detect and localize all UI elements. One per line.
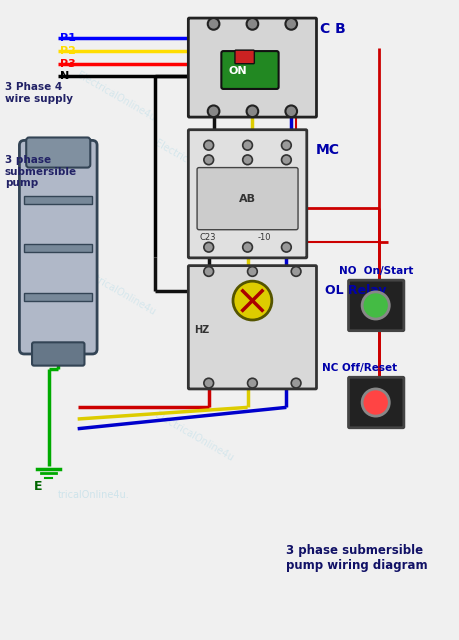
FancyBboxPatch shape — [19, 140, 97, 354]
FancyBboxPatch shape — [348, 377, 403, 428]
Circle shape — [247, 267, 257, 276]
Text: ElectricalOnline4u: ElectricalOnline4u — [75, 264, 157, 317]
Circle shape — [203, 155, 213, 164]
Circle shape — [203, 140, 213, 150]
Text: P1: P1 — [60, 33, 76, 44]
Circle shape — [242, 155, 252, 164]
Circle shape — [291, 378, 300, 388]
Circle shape — [207, 18, 219, 29]
Text: NO  On/Start: NO On/Start — [338, 266, 412, 276]
FancyBboxPatch shape — [26, 138, 90, 168]
Text: ON: ON — [228, 65, 246, 76]
Text: HZ: HZ — [194, 324, 209, 335]
Circle shape — [281, 243, 291, 252]
Text: OL Relay: OL Relay — [325, 284, 386, 298]
Circle shape — [361, 389, 388, 416]
Text: ElectricalOnline4u: ElectricalOnline4u — [230, 264, 312, 317]
FancyBboxPatch shape — [221, 51, 278, 89]
Text: N: N — [60, 71, 69, 81]
Text: C B: C B — [319, 22, 345, 36]
Circle shape — [285, 18, 297, 29]
Bar — [24, 196, 92, 204]
Text: AB: AB — [239, 194, 256, 204]
FancyBboxPatch shape — [32, 342, 84, 365]
Bar — [24, 244, 92, 252]
Text: tricalOnline4u.: tricalOnline4u. — [58, 490, 130, 500]
Text: ElectricalOnline4u: ElectricalOnline4u — [153, 138, 235, 191]
Text: 3 phase
submersible
pump: 3 phase submersible pump — [5, 155, 77, 188]
Bar — [24, 293, 92, 301]
Circle shape — [285, 106, 297, 117]
Circle shape — [281, 155, 291, 164]
Circle shape — [233, 281, 271, 320]
FancyBboxPatch shape — [188, 18, 316, 117]
Text: NC Off/Reset: NC Off/Reset — [321, 364, 396, 373]
Text: P2: P2 — [60, 46, 76, 56]
FancyBboxPatch shape — [196, 168, 297, 230]
Text: 3 Phase 4
wire supply: 3 Phase 4 wire supply — [5, 82, 73, 104]
Text: MC: MC — [315, 143, 339, 157]
Circle shape — [291, 267, 300, 276]
Circle shape — [246, 18, 257, 29]
Circle shape — [203, 378, 213, 388]
Circle shape — [242, 243, 252, 252]
FancyBboxPatch shape — [348, 280, 403, 331]
Text: E: E — [34, 479, 42, 493]
Circle shape — [361, 292, 388, 319]
FancyBboxPatch shape — [188, 130, 306, 258]
Text: ElectricalOnline4u: ElectricalOnline4u — [153, 410, 235, 463]
Text: C23: C23 — [199, 233, 215, 242]
Circle shape — [242, 140, 252, 150]
Text: -10: -10 — [257, 233, 270, 242]
Circle shape — [247, 378, 257, 388]
Text: P3: P3 — [60, 59, 76, 68]
Text: 3 phase submersible
pump wiring diagram: 3 phase submersible pump wiring diagram — [286, 544, 427, 572]
FancyBboxPatch shape — [235, 50, 254, 64]
Text: ElectricalOnline4u: ElectricalOnline4u — [75, 70, 157, 124]
Circle shape — [207, 106, 219, 117]
FancyBboxPatch shape — [188, 266, 316, 389]
Circle shape — [281, 140, 291, 150]
Circle shape — [203, 243, 213, 252]
Circle shape — [246, 106, 257, 117]
Circle shape — [203, 267, 213, 276]
